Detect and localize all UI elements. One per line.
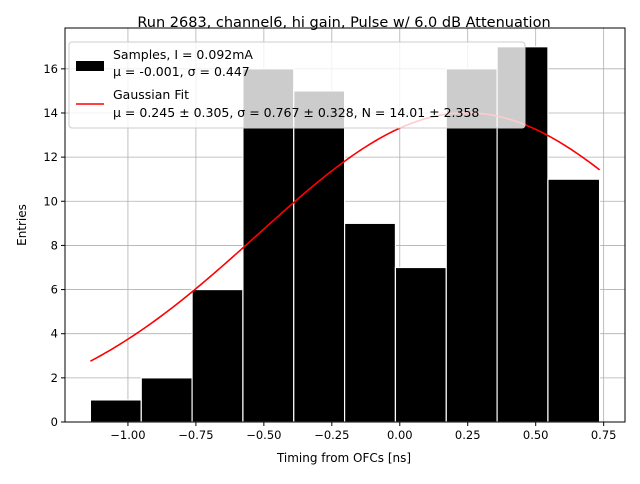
y-tick-label: 0 [51,415,58,429]
histogram-bar [293,90,346,423]
y-tick-label: 4 [51,327,58,341]
y-tick-label: 14 [43,106,58,120]
x-tick-label: −0.25 [314,428,349,442]
y-tick-label: 12 [43,150,58,164]
histogram-bar [191,288,244,423]
y-axis-ticks: 0 2 4 6 8 10 12 14 16 [43,62,65,429]
legend-samples-swatch [76,61,104,71]
x-tick-label: 0.75 [591,428,617,442]
y-tick-label: 10 [43,194,58,208]
histogram-bar [343,222,397,423]
y-tick-label: 6 [51,283,58,297]
histogram-bar [547,178,601,423]
x-tick-label: 0.00 [387,428,413,442]
legend: Samples, I = 0.092mA μ = -0.001, σ = 0.4… [68,41,526,129]
legend-samples-stats: μ = -0.001, σ = 0.447 [113,64,250,79]
x-tick-label: 0.50 [523,428,549,442]
histogram-bar [89,399,142,423]
x-tick-label: −0.50 [246,428,281,442]
plot-frame [64,27,626,423]
chart-title: Run 2683, channel6, hi gain, Pulse w/ 6.… [137,15,550,31]
x-axis-label: Timing from OFCs [ns] [276,451,411,465]
x-tick-label: 0.25 [455,428,481,442]
x-tick-label: −0.75 [178,428,213,442]
y-tick-label: 8 [51,238,58,252]
legend-fit-label: Gaussian Fit [113,87,189,102]
legend-samples-label: Samples, I = 0.092mA [113,47,253,62]
y-tick-label: 2 [51,371,58,385]
legend-fit-stats: μ = 0.245 ± 0.305, σ = 0.767 ± 0.328, N … [113,105,479,120]
y-axis-label: Entries [15,204,29,246]
y-tick-label: 16 [43,62,58,76]
x-axis-ticks: −1.00 −0.75 −0.50 −0.25 0.00 0.25 0.50 0.75 [110,422,616,442]
legend-box [68,41,526,129]
histogram-bar [140,377,193,423]
histogram-bar [394,266,447,423]
x-tick-label: −1.00 [110,428,145,442]
